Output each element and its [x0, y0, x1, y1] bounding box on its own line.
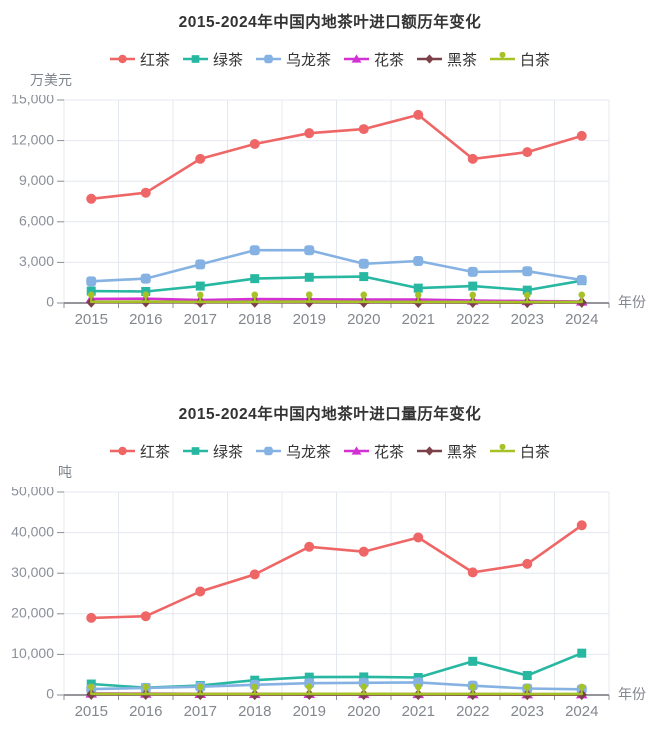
svg-text:20,000: 20,000 [11, 605, 54, 621]
legend-item-绿茶[interactable]: 绿茶 [182, 441, 243, 462]
svg-text:9,000: 9,000 [19, 172, 54, 188]
svg-text:2015: 2015 [75, 703, 108, 720]
y-axis-unit-label: 万美元 [30, 72, 72, 88]
svg-text:0: 0 [46, 686, 54, 702]
legend-marker-icon [490, 444, 516, 453]
legend-label: 红茶 [139, 443, 170, 461]
svg-text:6,000: 6,000 [19, 213, 54, 229]
series-乌龙茶 [86, 245, 587, 287]
svg-text:2024: 2024 [565, 311, 598, 328]
svg-text:0: 0 [46, 294, 54, 310]
legend-item-黑茶[interactable]: 黑茶 [417, 441, 477, 462]
svg-text:2015: 2015 [75, 311, 108, 328]
legend-label: 乌龙茶 [285, 51, 331, 69]
svg-text:2021: 2021 [402, 311, 435, 328]
legend-label: 白茶 [520, 443, 551, 461]
legend-label: 黑茶 [447, 51, 478, 69]
legend-item-绿茶[interactable]: 绿茶 [182, 49, 243, 70]
legend-marker-icon [417, 446, 443, 456]
svg-text:2018: 2018 [238, 703, 271, 720]
legend-label: 绿茶 [212, 51, 243, 69]
legend-marker-icon [344, 446, 369, 455]
legend-marker-icon [255, 446, 281, 456]
svg-text:50,000: 50,000 [11, 487, 54, 499]
chart-title: 2015-2024年中国内地茶叶进口量历年变化 [178, 406, 482, 423]
svg-text:40,000: 40,000 [11, 523, 54, 539]
svg-text:15,000: 15,000 [11, 95, 54, 107]
series-红茶 [86, 520, 587, 623]
svg-text:年份: 年份 [618, 686, 646, 702]
legend-item-红茶[interactable]: 红茶 [109, 49, 170, 70]
svg-text:2016: 2016 [129, 311, 162, 328]
legend-marker-icon [182, 55, 208, 63]
legend-item-乌龙茶[interactable]: 乌龙茶 [255, 49, 331, 70]
legend-label: 黑茶 [447, 443, 478, 461]
svg-text:2020: 2020 [347, 311, 380, 328]
chart-legend: 红茶 绿茶 乌龙茶 花茶 黑茶 白茶 [0, 441, 660, 462]
chart-legend: 红茶 绿茶 乌龙茶 花茶 黑茶 白茶 [0, 49, 660, 70]
legend-label: 花茶 [374, 443, 405, 461]
legend-marker-icon [182, 447, 208, 455]
series-白茶 [87, 291, 586, 304]
legend-label: 白茶 [520, 51, 551, 69]
series-红茶 [86, 109, 587, 204]
series-白茶 [87, 683, 586, 696]
chart-title: 2015-2024年中国内地茶叶进口额历年变化 [178, 14, 482, 31]
import-value-chart: 2015-2024年中国内地茶叶进口额历年变化 红茶 绿茶 乌龙茶 花茶 黑茶 白茶 万美… [0, 0, 660, 347]
plot-area: 0 10,000 20,000 30,000 40,000 50,000 2015 2016 2… [11, 487, 646, 720]
svg-text:2023: 2023 [511, 703, 544, 720]
legend-item-黑茶[interactable]: 黑茶 [417, 49, 477, 70]
svg-text:3,000: 3,000 [19, 253, 54, 269]
svg-text:2016: 2016 [129, 703, 162, 720]
legend-marker-icon [417, 54, 443, 64]
legend-item-花茶[interactable]: 花茶 [344, 49, 404, 70]
svg-text:2017: 2017 [184, 311, 217, 328]
legend-item-花茶[interactable]: 花茶 [344, 441, 404, 462]
legend-item-乌龙茶[interactable]: 乌龙茶 [255, 441, 331, 462]
svg-text:2019: 2019 [293, 703, 326, 720]
legend-item-红茶[interactable]: 红茶 [109, 441, 170, 462]
svg-text:2022: 2022 [456, 311, 489, 328]
svg-text:2023: 2023 [511, 311, 544, 328]
svg-text:年份: 年份 [618, 294, 646, 310]
legend-marker-icon [344, 54, 369, 63]
svg-text:30,000: 30,000 [11, 564, 54, 580]
svg-text:2017: 2017 [184, 703, 217, 720]
import-volume-chart: 2015-2024年中国内地茶叶进口量历年变化 红茶 绿茶 乌龙茶 花茶 黑茶 白茶 吨 … [0, 392, 660, 739]
svg-text:2022: 2022 [456, 703, 489, 720]
legend-label: 花茶 [374, 51, 405, 69]
legend-label: 红茶 [139, 51, 170, 69]
svg-text:2021: 2021 [402, 703, 435, 720]
plot-area: 0 3,000 6,000 9,000 12,000 15,000 2015 2016 2017… [11, 95, 646, 328]
svg-text:12,000: 12,000 [11, 131, 54, 147]
legend-marker-icon [109, 446, 135, 456]
legend-label: 乌龙茶 [285, 443, 331, 461]
legend-item-白茶[interactable]: 白茶 [490, 441, 550, 462]
svg-text:2019: 2019 [293, 311, 326, 328]
svg-text:2018: 2018 [238, 311, 271, 328]
legend-marker-icon [255, 54, 281, 64]
legend-item-白茶[interactable]: 白茶 [490, 49, 550, 70]
legend-marker-icon [109, 54, 135, 64]
svg-text:10,000: 10,000 [11, 645, 54, 661]
svg-text:2024: 2024 [565, 703, 598, 720]
legend-marker-icon [490, 52, 516, 61]
svg-text:2020: 2020 [347, 703, 380, 720]
y-axis-unit-label: 吨 [58, 464, 72, 480]
legend-label: 绿茶 [212, 443, 243, 461]
